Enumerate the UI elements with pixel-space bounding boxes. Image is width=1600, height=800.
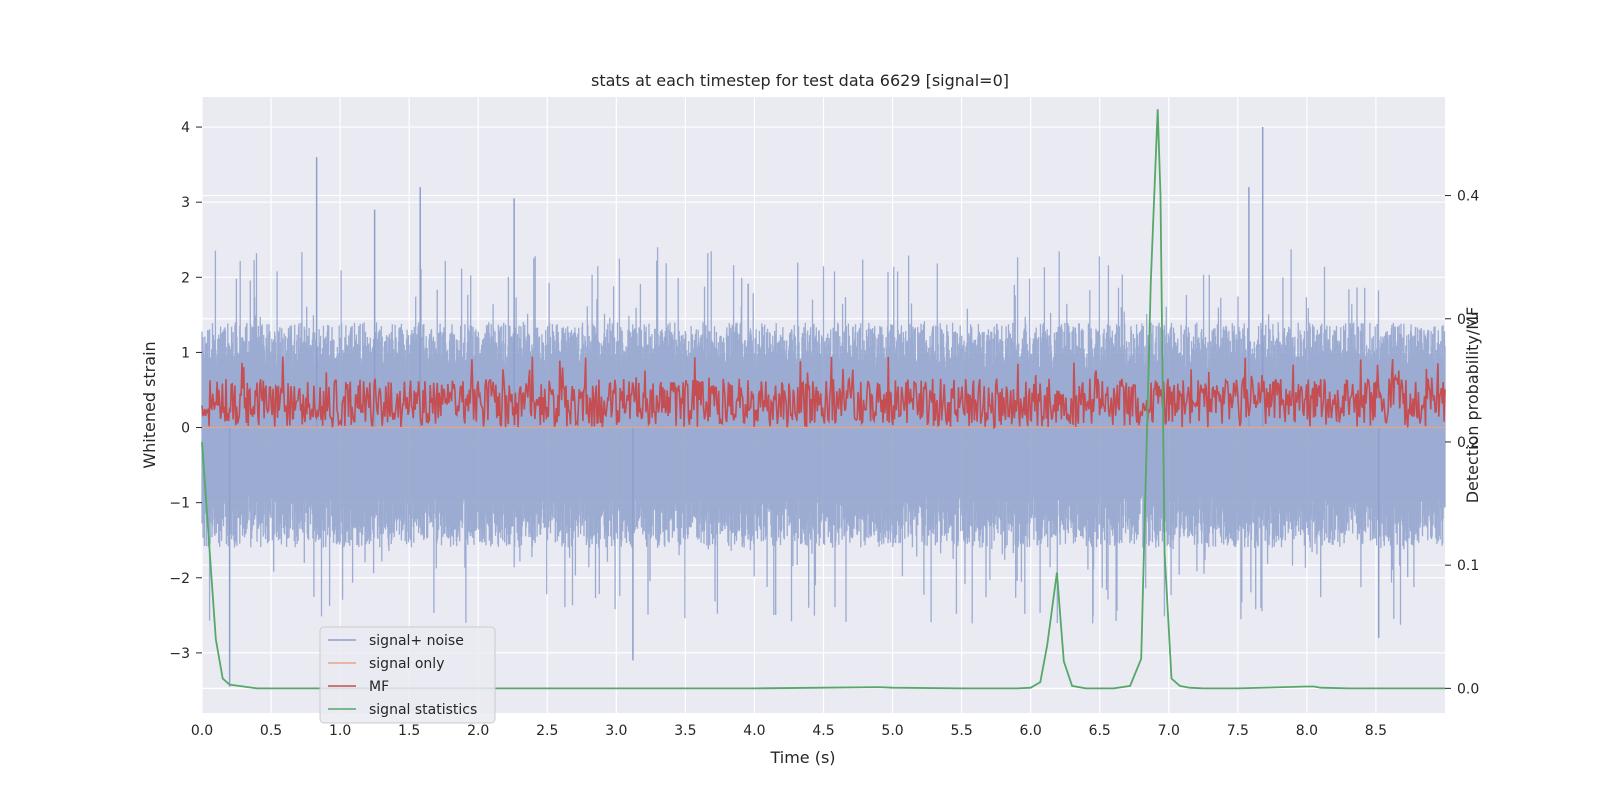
series-mf: [201, 356, 1446, 430]
legend-box: [319, 626, 496, 724]
series-signal-statistics: [201, 109, 1445, 690]
x-tick-label-6: 3.0: [605, 723, 627, 739]
signal-statistics-line: [201, 109, 1445, 690]
y-tick-label-1: 3: [181, 195, 190, 211]
x-axis-label: Time (s): [769, 748, 835, 767]
x-tick-label-14: 7.0: [1158, 723, 1180, 739]
x-axis-ticks: 0.0 0.5 1.0 1.5 2.0 2.5 3.0 3.5 4.0 4.5 5.0 5.5 6.0 6…: [191, 723, 1387, 739]
y-tick-label-4: 0: [181, 421, 190, 437]
x-tick-label-12: 6.0: [1020, 723, 1042, 739]
y-tick-label-7: −3: [169, 646, 190, 662]
x-tick-label-16: 8.0: [1296, 723, 1318, 739]
x-tick-label-7: 3.5: [674, 723, 696, 739]
legend-label-signal-noise: signal+ noise: [369, 633, 464, 649]
legend-label-mf: MF: [369, 679, 389, 695]
legend-label-signal-statistics: signal statistics: [369, 702, 477, 718]
y-tick-label-3: 1: [181, 345, 190, 361]
x-tick-label-15: 7.5: [1227, 723, 1249, 739]
legend-label-signal-only: signal only: [369, 656, 444, 672]
y-tick-label-0: 4: [181, 120, 190, 136]
x-tick-label-5: 2.5: [536, 723, 558, 739]
x-tick-label-10: 5.0: [881, 723, 903, 739]
y-axis-label: Whitened strain: [140, 341, 159, 468]
x-tick-label-3: 1.5: [398, 723, 420, 739]
series-signal-noise: [201, 127, 1446, 687]
y2-tick-label-2: 0.2: [1457, 435, 1479, 451]
y-tick-label-2: 2: [181, 270, 190, 286]
x-tick-label-8: 4.0: [743, 723, 765, 739]
chart-title: stats at each timestep for test data 662…: [591, 71, 1009, 90]
x-tick-label-0: 0.0: [191, 723, 213, 739]
x-tick-label-9: 4.5: [812, 723, 834, 739]
y2-axis-label: Detection probability/MF: [1463, 307, 1482, 504]
y2-tick-label-3: 0.1: [1457, 558, 1479, 574]
x-tick-label-4: 2.0: [467, 723, 489, 739]
y-tick-label-6: −2: [169, 571, 190, 587]
y2-axis-ticks: 0.4 0.3 0.2 0.1 0.0: [1445, 189, 1479, 697]
y2-tick-label-0: 0.4: [1457, 189, 1479, 205]
x-tick-label-11: 5.5: [950, 723, 972, 739]
y-tick-label-5: −1: [169, 496, 190, 512]
y2-tick-label-4: 0.0: [1457, 681, 1479, 697]
plot-area: [201, 109, 1446, 690]
x-tick-label-17: 8.5: [1365, 723, 1387, 739]
legend: signal+ noise signal only MF signal stat…: [319, 626, 496, 724]
x-tick-label-13: 6.5: [1089, 723, 1111, 739]
x-tick-label-1: 0.5: [260, 723, 282, 739]
mf-trace: [201, 356, 1446, 430]
y2-tick-label-1: 0.3: [1457, 312, 1479, 328]
y-axis-ticks: 4 3 2 1 0 −1 −2 −3: [169, 120, 202, 662]
x-tick-label-2: 1.0: [329, 723, 351, 739]
